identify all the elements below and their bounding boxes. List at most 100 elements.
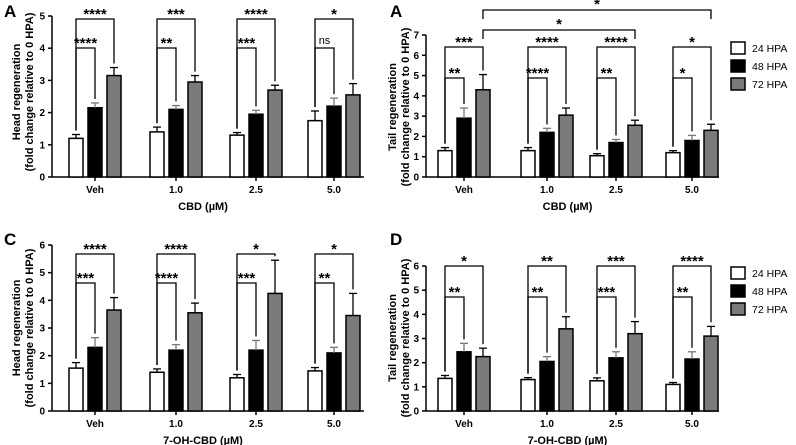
significance-label: **** [535,34,559,51]
bar-72-hpa [187,312,203,412]
y-tick-label: 3 [39,324,45,335]
y-axis-title-line: Head regeneration [11,43,23,140]
panel-label: D [390,230,402,249]
significance-bracket [236,253,276,371]
x-tick-label: 5.0 [327,419,341,430]
y-axis-title-line: Head regeneration [11,279,23,376]
chart-panel-2: A Tail regeneration(fold change relative … [387,0,719,213]
bar-24-hpa [665,383,681,412]
significance-label: * [331,6,337,23]
significance-bracket [444,46,484,144]
significance-bracket [596,265,636,374]
significance-label: **** [155,270,179,287]
significance-bracket [156,18,196,124]
significance-label: * [461,253,467,270]
significance-label: **** [164,241,188,258]
y-tick-label: 0 [39,173,45,184]
bar-48-hpa [539,131,555,178]
y-tick-label: 5 [39,12,45,23]
y-axis-title-line: (fold change relative to 0 HPA) [24,12,36,171]
bar-24-hpa [307,119,323,178]
x-tick-label: Veh [455,185,473,196]
legend-swatch-24-hpa [730,41,746,55]
bar-24-hpa [589,380,605,412]
bar-72-hpa [475,89,491,178]
significance-label: **** [680,253,704,270]
bar-48-hpa [456,117,472,178]
significance-bracket [527,46,567,144]
significance-label: *** [167,6,185,23]
y-tick-label: 7 [413,31,419,42]
bar-24-hpa [520,378,536,412]
legend-entry-label: 48 HPA [752,286,787,298]
significance-bracket [236,18,276,129]
legend-2: 24 HPA 48 HPA 72 HPA [730,266,787,316]
bar-72-hpa [345,314,361,412]
x-axis-title: CBD (µM) [178,201,228,213]
significance-label: ** [532,284,544,301]
legend-swatch-48-hpa [730,59,746,73]
bar-24-hpa [68,367,84,412]
y-axis-title-line: Tail regeneration [387,294,399,382]
significance-label: **** [83,241,107,258]
x-axis-title: 7-OH-CBD (µM) [528,435,608,445]
x-tick-label: 1.0 [169,419,183,430]
significance-bracket [672,77,693,147]
significance-bracket [444,265,484,372]
significance-bracket [672,265,712,379]
y-tick-label: 2 [413,358,419,369]
y-tick-label: 2 [413,132,419,143]
significance-label: * [594,0,600,13]
legend-entry-label: 48 HPA [752,61,787,73]
bar-48-hpa [87,107,103,178]
significance-bracket-cross [482,29,636,39]
y-tick-label: 6 [413,262,419,273]
significance-label: * [689,34,695,51]
x-tick-label: 2.5 [249,419,263,430]
significance-label: *** [455,34,473,51]
x-tick-label: 2.5 [249,185,263,196]
significance-label: ** [677,284,689,301]
x-tick-label: Veh [86,185,104,196]
y-tick-label: 0 [413,173,419,184]
panel-label: C [4,230,16,249]
significance-label: **** [526,65,550,82]
x-axis-title: 7-OH-CBD (µM) [163,435,243,445]
legend-swatch-24-hpa [730,266,746,280]
bar-24-hpa [437,149,453,178]
legend-swatch-72-hpa [730,302,746,316]
bar-48-hpa [326,352,342,412]
y-tick-label: 0 [39,407,45,418]
bar-48-hpa [168,349,184,412]
y-tick-label: 4 [39,296,45,307]
significance-label: ** [541,253,553,270]
bar-72-hpa [558,114,574,178]
x-tick-label: 2.5 [609,185,623,196]
bar-72-hpa [267,292,283,412]
significance-label: *** [598,284,616,301]
bar-24-hpa [589,154,605,178]
y-axis-title: Head regeneration(fold change relative t… [11,248,36,407]
bar-48-hpa [539,360,555,412]
significance-label: * [556,16,562,33]
legend-entry-label: 72 HPA [752,79,787,91]
significance-label: **** [83,6,107,23]
x-tick-label: Veh [86,419,104,430]
x-tick-label: 5.0 [327,185,341,196]
significance-bracket [314,253,354,364]
significance-label: * [680,65,686,82]
bar-48-hpa [684,358,700,412]
y-tick-label: 1 [413,152,419,163]
x-tick-label: 1.0 [540,419,554,430]
y-axis-title-line: (fold change relative to 0 HPA) [400,27,412,186]
significance-label: *** [607,253,625,270]
significance-label: ** [601,65,613,82]
x-tick-label: 1.0 [540,185,554,196]
bar-72-hpa [703,335,719,412]
y-axis-title-line: Tail regeneration [387,63,399,151]
bar-48-hpa [87,346,103,412]
x-tick-label: 5.0 [685,185,699,196]
